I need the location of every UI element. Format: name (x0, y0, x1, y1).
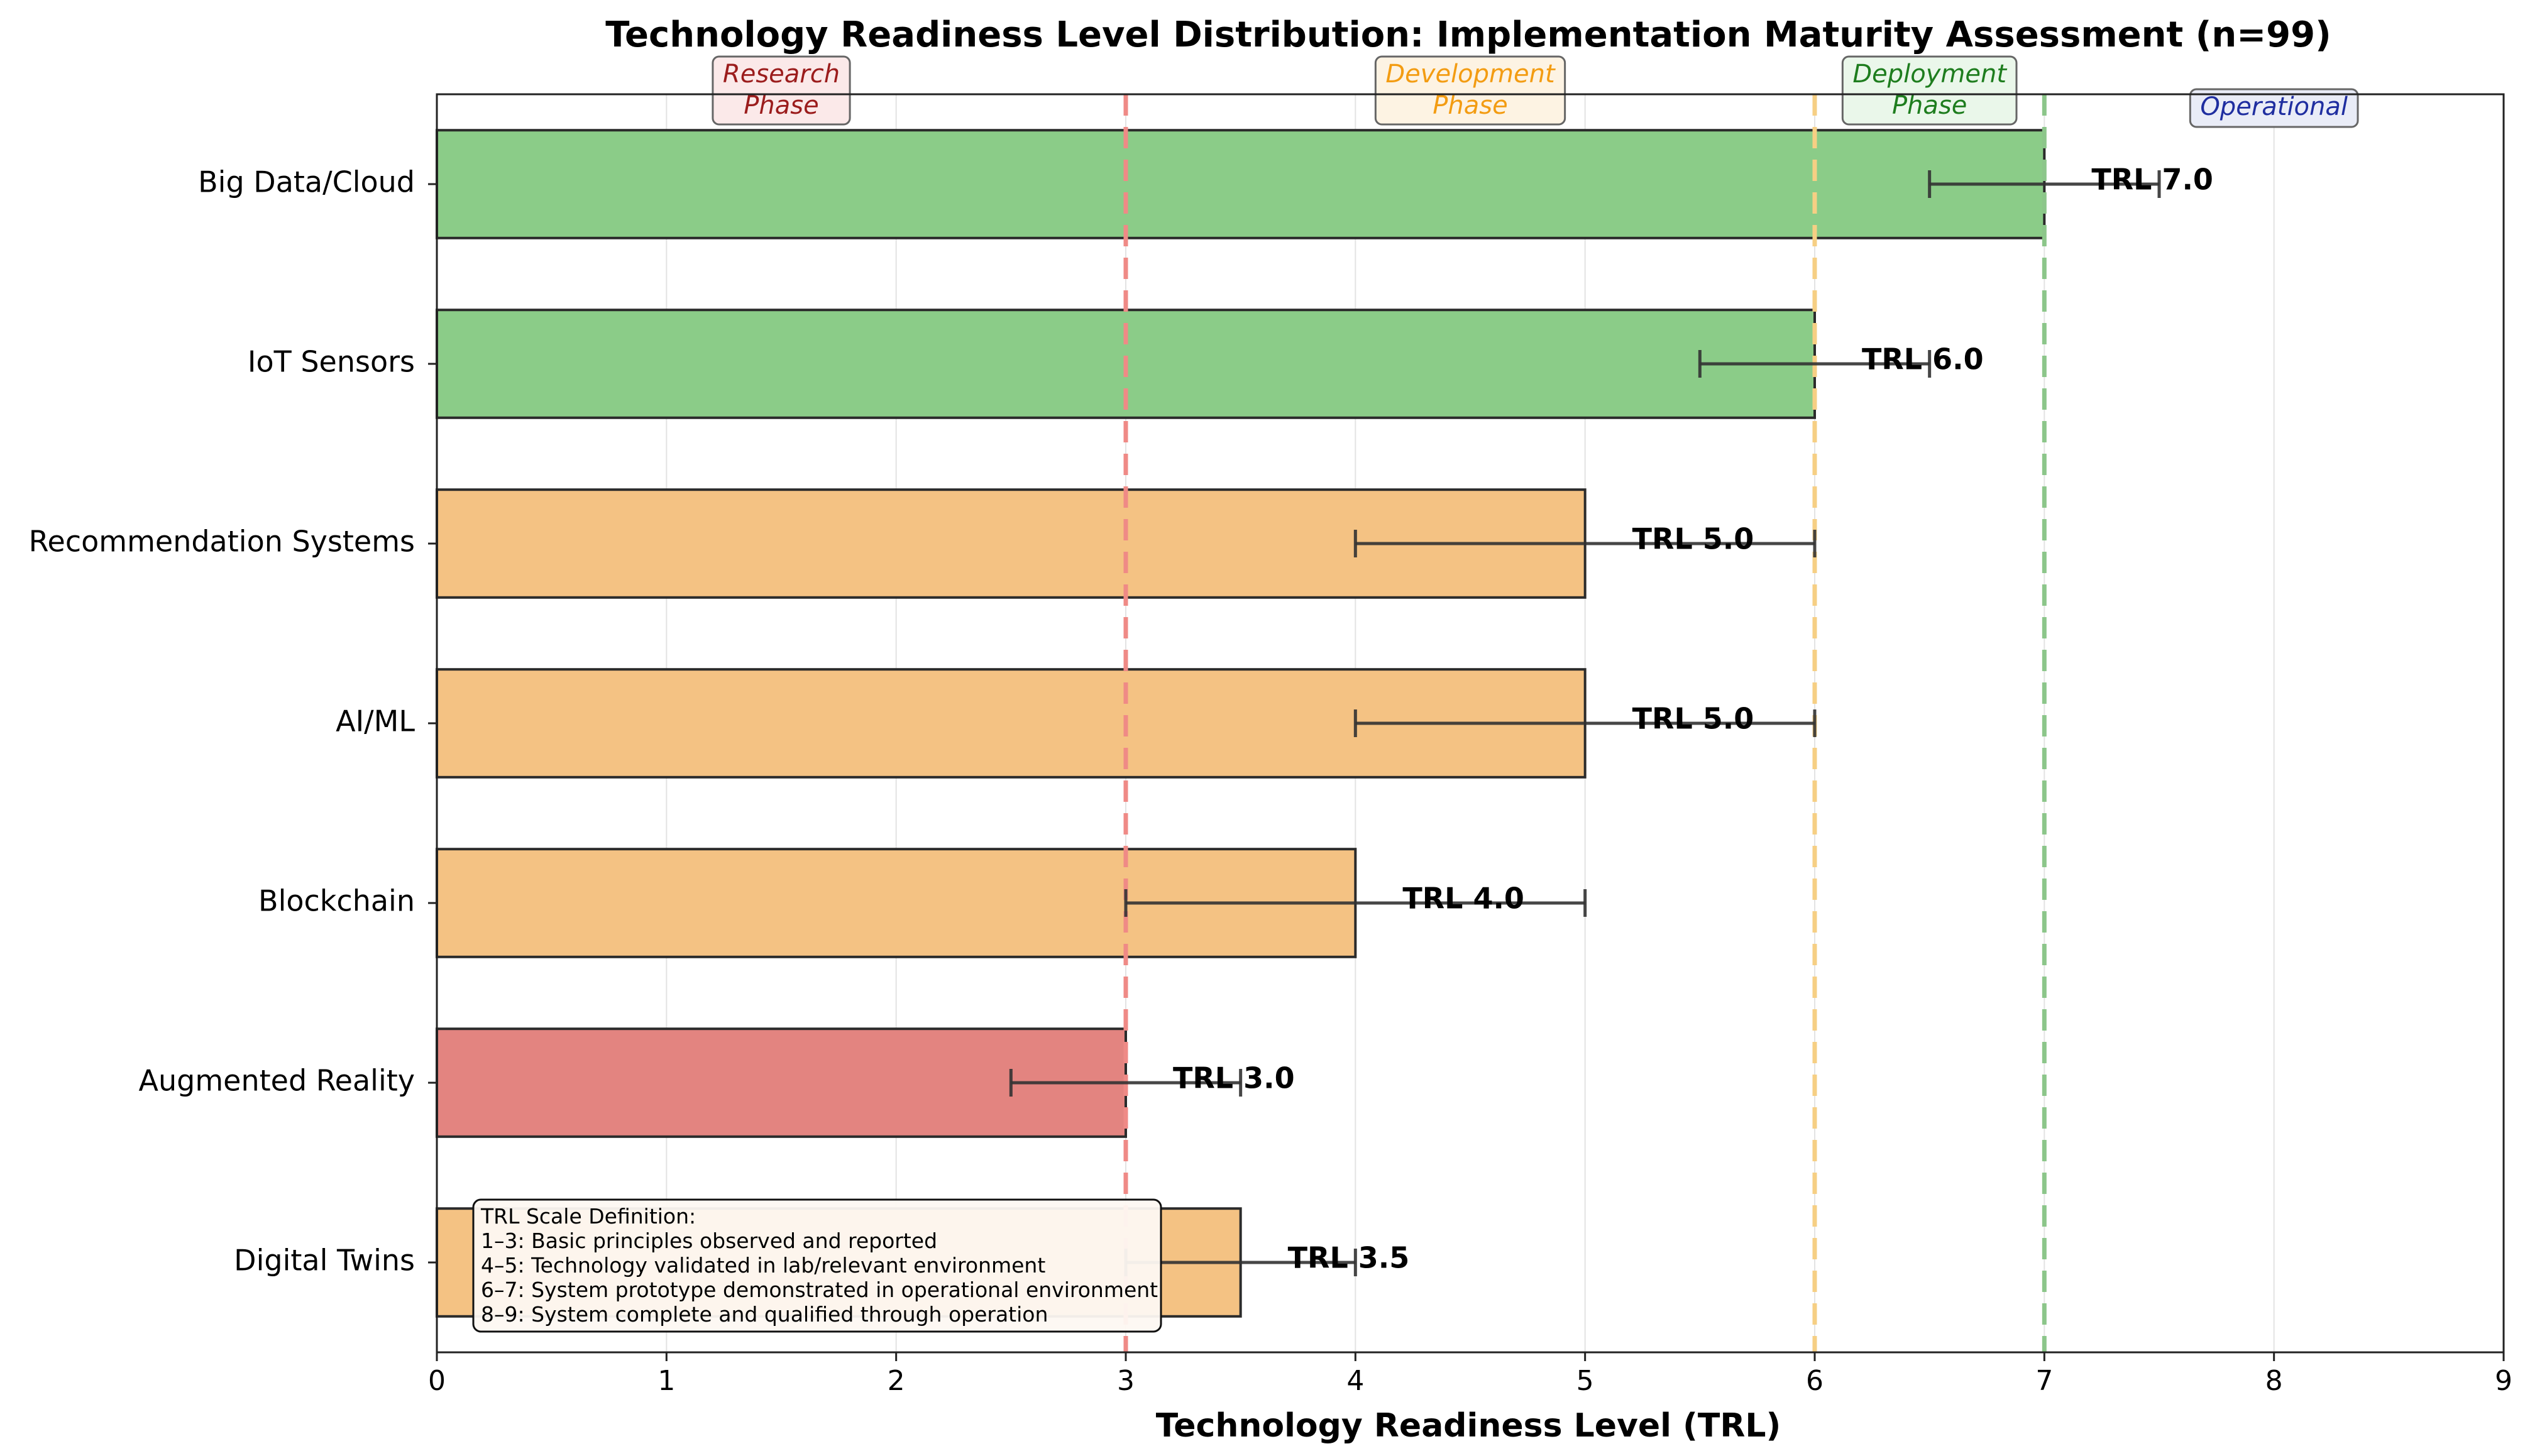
value-label: TRL 5.0 (1632, 702, 1754, 736)
value-label: TRL 5.0 (1632, 522, 1754, 556)
x-tick-label: 1 (657, 1365, 675, 1397)
x-tick-label: 8 (2265, 1365, 2283, 1397)
phase-label-line: Phase (1433, 91, 1507, 120)
value-label-layer: TRL 7.0 TRL 6.0 TRL 5.0 TRL 5.0 TRL 4.0 TRL 3… (1173, 163, 2213, 1275)
phase-label: Operational (2189, 88, 2359, 128)
phase-label-line: Operational (2200, 92, 2348, 121)
category-label: AI/ML (336, 704, 415, 738)
category-label: Recommendation Systems (29, 525, 415, 559)
category-label: Blockchain (258, 884, 415, 918)
phase-label-line: Phase (1892, 91, 1967, 120)
phase-label-line: Research (723, 60, 840, 89)
axis-layer: Big Data/Cloud IoT Sensors Recommendation … (29, 165, 2512, 1398)
phase-label-line: Deployment (1852, 60, 2007, 89)
category-label: Augmented Reality (139, 1064, 415, 1098)
x-tick-label: 7 (2035, 1365, 2053, 1397)
value-label: TRL 3.5 (1288, 1241, 1410, 1275)
x-tick-label: 2 (888, 1365, 905, 1397)
legend-line: 6–7: System prototype demonstrated in op… (481, 1278, 1158, 1302)
phase-label-box (1374, 55, 1566, 126)
x-tick-label: 0 (428, 1365, 446, 1397)
phase-label-box (1841, 55, 2018, 126)
error-layer (1009, 170, 2161, 1276)
x-tick-label: 4 (1346, 1365, 1364, 1397)
value-label: TRL 3.0 (1173, 1061, 1295, 1095)
value-label: TRL 6.0 (1862, 342, 1984, 376)
legend-line: 8–9: System complete and qualified throu… (481, 1302, 1048, 1327)
phase-label-box (712, 55, 851, 126)
legend-line: 1–3: Basic principles observed and repor… (481, 1229, 937, 1253)
x-tick-label: 3 (1117, 1365, 1135, 1397)
category-label: Big Data/Cloud (198, 165, 415, 199)
value-label: TRL 4.0 (1402, 882, 1524, 916)
bar (436, 129, 2046, 239)
legend-box (472, 1198, 1162, 1333)
phase-label-line: Phase (744, 91, 818, 120)
phase-label-box (2189, 88, 2359, 128)
value-label: TRL 7.0 (2091, 163, 2213, 197)
category-label: Digital Twins (234, 1244, 415, 1278)
trl-scale-legend: TRL Scale Definition:1–3: Basic principl… (472, 1198, 1162, 1333)
category-label: IoT Sensors (248, 345, 415, 379)
legend-line: TRL Scale Definition: (480, 1204, 696, 1229)
x-tick-label: 9 (2495, 1365, 2512, 1397)
phase-label-line: Development (1385, 60, 1556, 89)
chart-title: Technology Readiness Level Distribution:… (605, 14, 2331, 55)
x-tick-label: 5 (1576, 1365, 1594, 1397)
x-axis-label: Technology Readiness Level (TRL) (1156, 1407, 1781, 1445)
x-tick-label: 6 (1806, 1365, 1824, 1397)
phase-label-layer: ResearchPhaseDevelopmentPhaseDeploymentP… (712, 55, 2359, 128)
legend-line: 4–5: Technology validated in lab/relevan… (481, 1253, 1045, 1278)
